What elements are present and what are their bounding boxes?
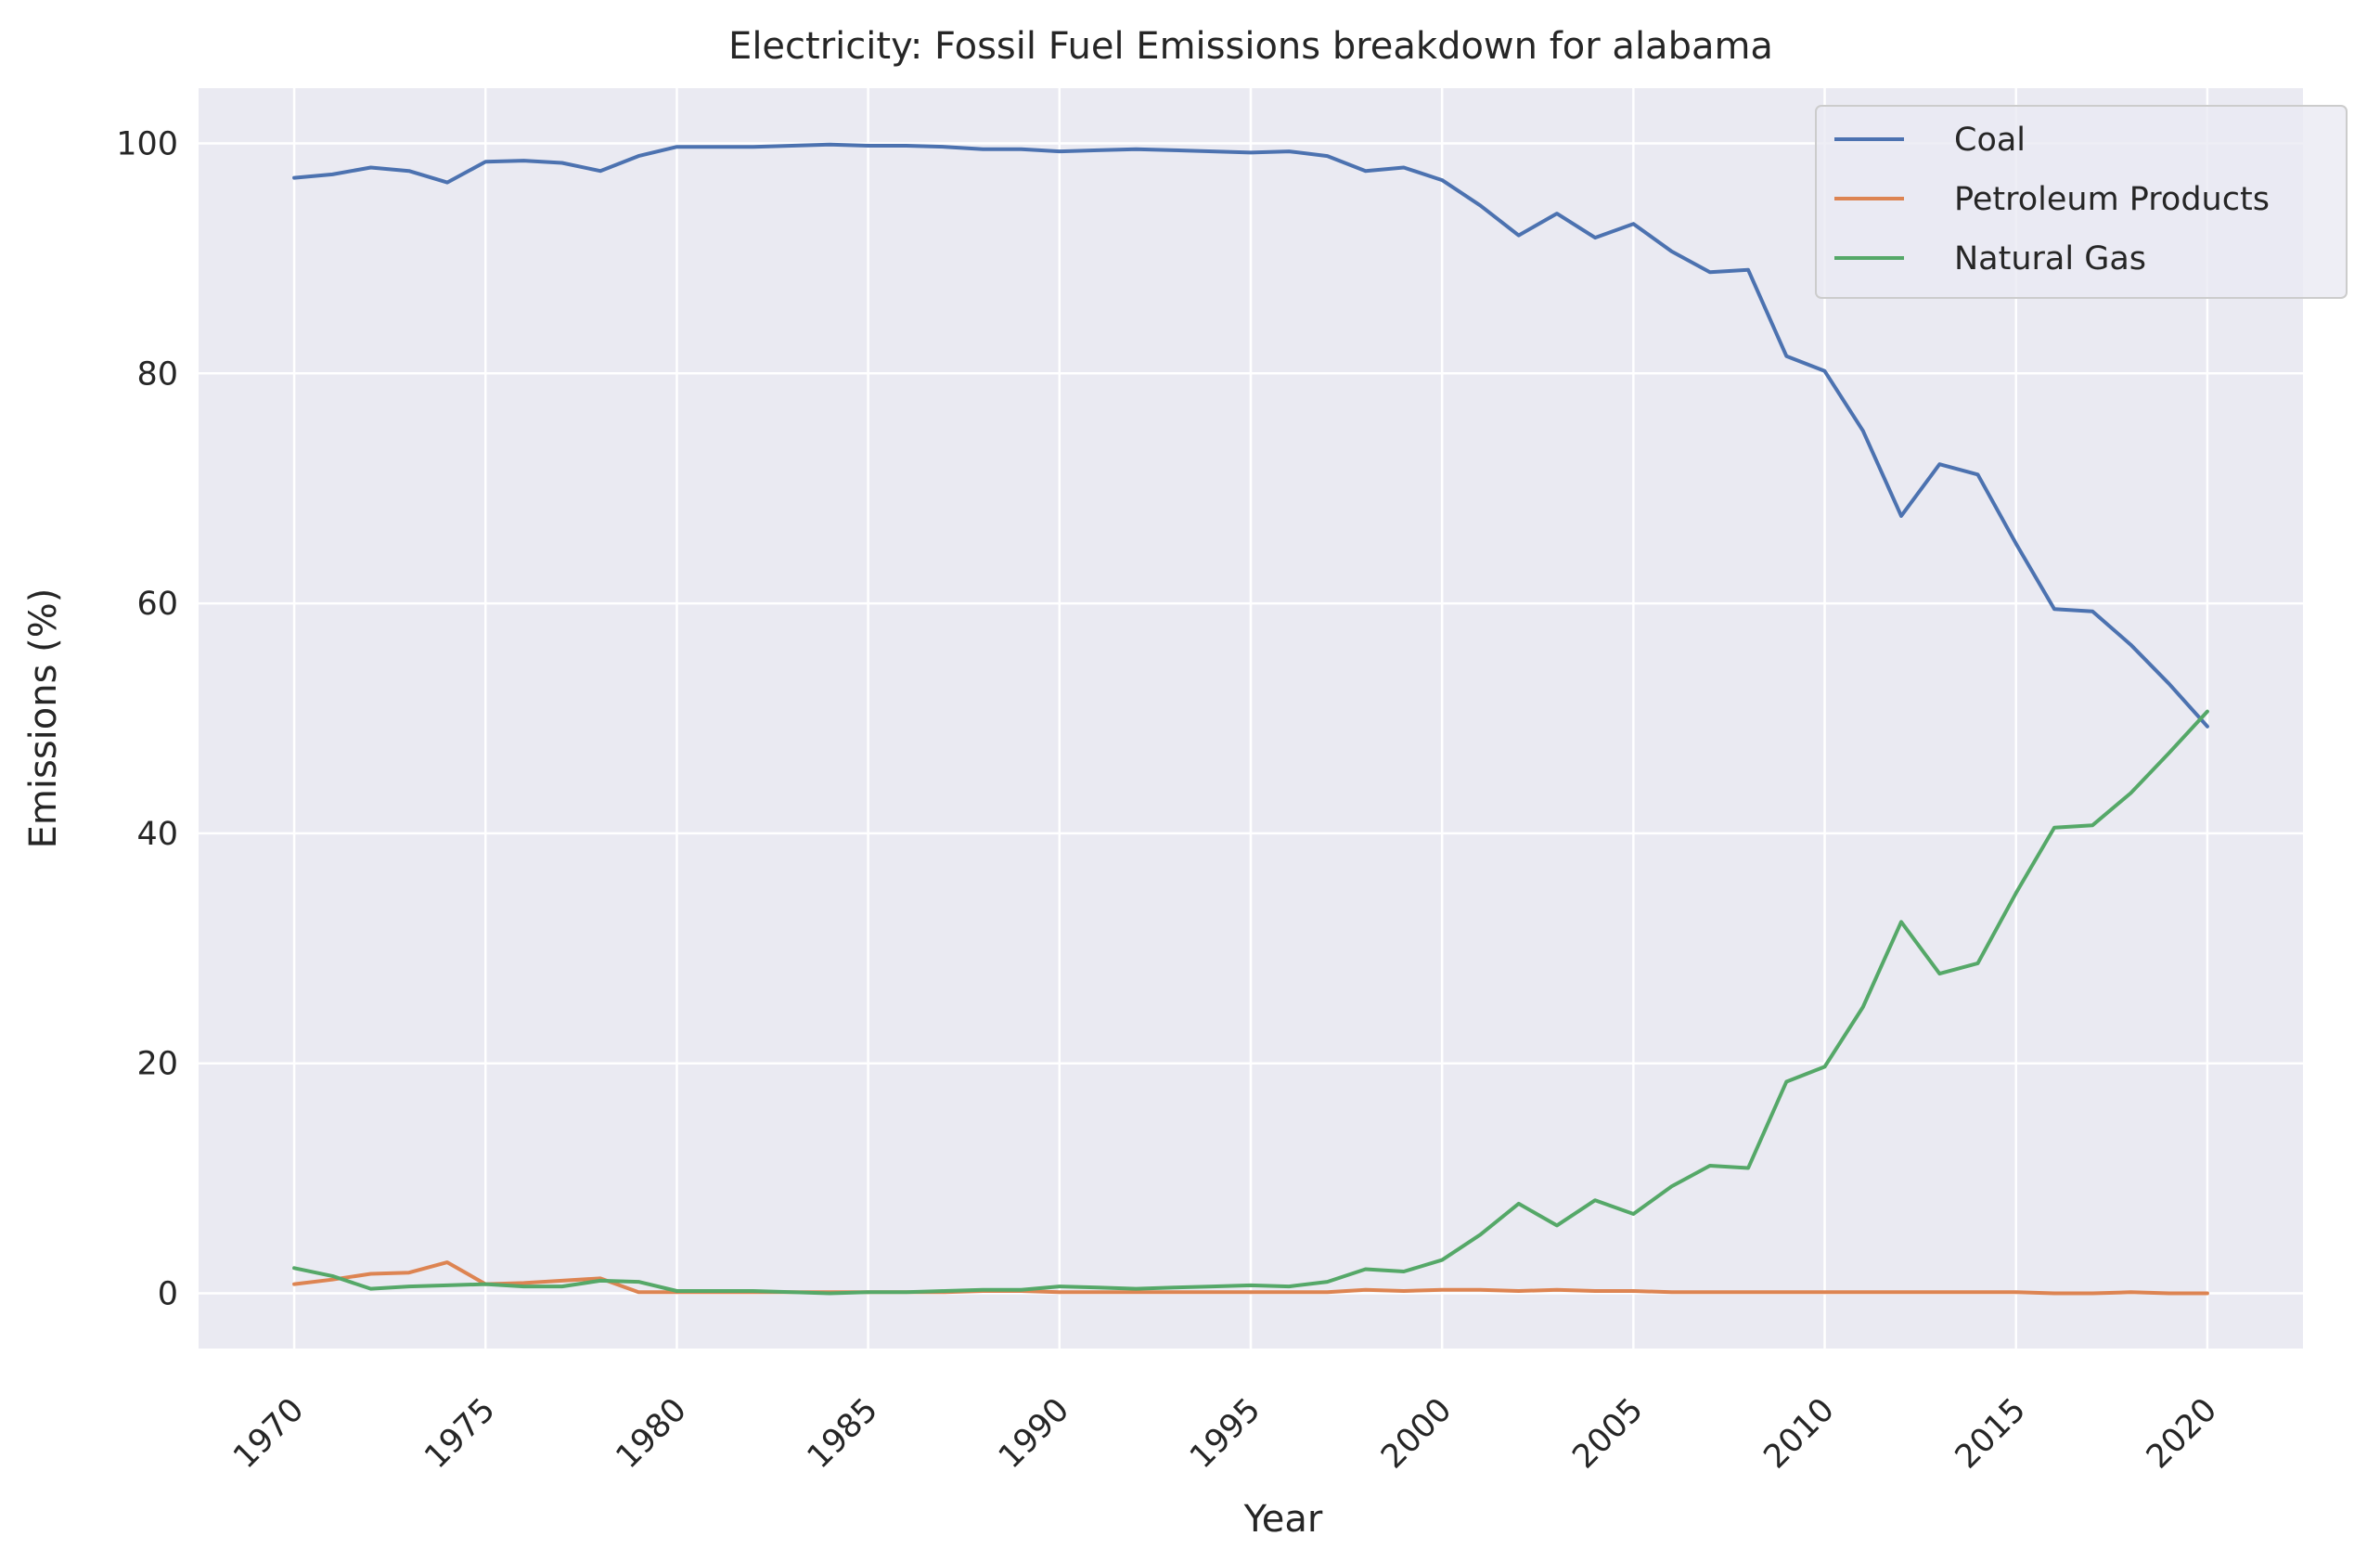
legend-label-petroleum-products: Petroleum Products — [1954, 181, 2270, 218]
legend-label-coal: Coal — [1954, 122, 2026, 159]
y-tick-label: 60 — [136, 586, 178, 623]
legend: Coal Petroleum Products Natural Gas — [1815, 105, 2348, 299]
series-line-coal — [292, 142, 2209, 729]
y-tick-labels: 0 20 40 60 80 100 — [116, 125, 178, 1312]
chart-title: Electricity: Fossil Fuel Emissions break… — [728, 25, 1773, 68]
y-tick-label: 80 — [136, 355, 178, 393]
y-tick-label: 0 — [158, 1276, 178, 1313]
x-axis-label: Year — [1243, 1498, 1323, 1541]
gridlines — [199, 88, 2303, 1349]
legend-label-natural-gas: Natural Gas — [1954, 240, 2146, 278]
series-line-natural-gas — [292, 709, 2209, 1296]
legend-box — [1815, 105, 2348, 299]
y-tick-label: 20 — [136, 1046, 178, 1083]
series-lines — [292, 142, 2209, 1296]
y-tick-label: 100 — [116, 125, 178, 162]
series-line-petroleum-products — [292, 1260, 2209, 1296]
y-tick-label: 40 — [136, 816, 178, 853]
y-axis-label: Emissions (%) — [22, 588, 65, 849]
